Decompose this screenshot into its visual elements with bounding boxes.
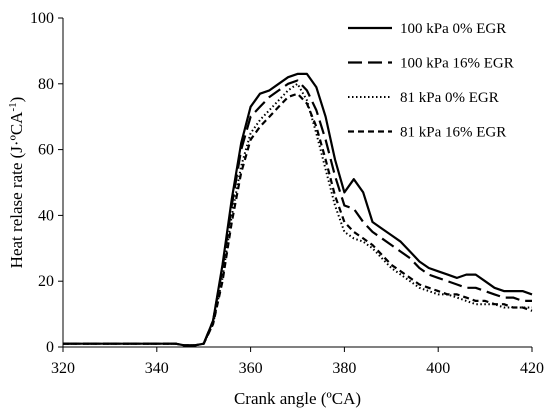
y-axis-title: Heat relase rate (J·ºCA-1) (7, 97, 26, 269)
legend-label-4: 81 kPa 16% EGR (400, 125, 506, 141)
x-tick-label: 320 (51, 360, 75, 377)
y-axis-title-sup: -1 (7, 102, 19, 111)
series-line-4 (63, 92, 533, 347)
series-line-1 (63, 72, 533, 347)
axes: 0 20 40 60 80 100 320 340 360 380 400 420 (30, 10, 544, 377)
legend-label-2: 100 kPa 16% EGR (400, 56, 514, 72)
y-tick-label: 0 (46, 339, 54, 356)
y-ticks: 0 20 40 60 80 100 (30, 10, 63, 356)
x-tick-label: 380 (332, 360, 356, 377)
series-line-2 (63, 79, 532, 347)
y-tick-label: 100 (30, 10, 54, 27)
legend-label-1: 100 kPa 0% EGR (400, 21, 506, 37)
legend-label-3: 81 kPa 0% EGR (400, 90, 499, 106)
y-axis-title-main: Heat relase rate (J·ºCA (7, 111, 26, 269)
series-layer (63, 72, 533, 347)
x-tick-label: 400 (426, 360, 450, 377)
x-axis-title: Crank angle (ºCA) (234, 389, 361, 408)
x-tick-label: 420 (520, 360, 544, 377)
y-tick-label: 60 (38, 142, 54, 159)
x-tick-label: 360 (239, 360, 263, 377)
legend: 100 kPa 0% EGR 100 kPa 16% EGR 81 kPa 0% E… (348, 21, 514, 141)
series-line-3 (63, 82, 532, 347)
x-tick-label: 340 (145, 360, 169, 377)
y-tick-label: 80 (38, 76, 54, 93)
x-ticks: 320 340 360 380 400 420 (51, 347, 544, 377)
y-tick-label: 20 (38, 273, 54, 290)
y-tick-label: 40 (38, 207, 54, 224)
y-axis-title-suffix: ) (7, 97, 26, 103)
